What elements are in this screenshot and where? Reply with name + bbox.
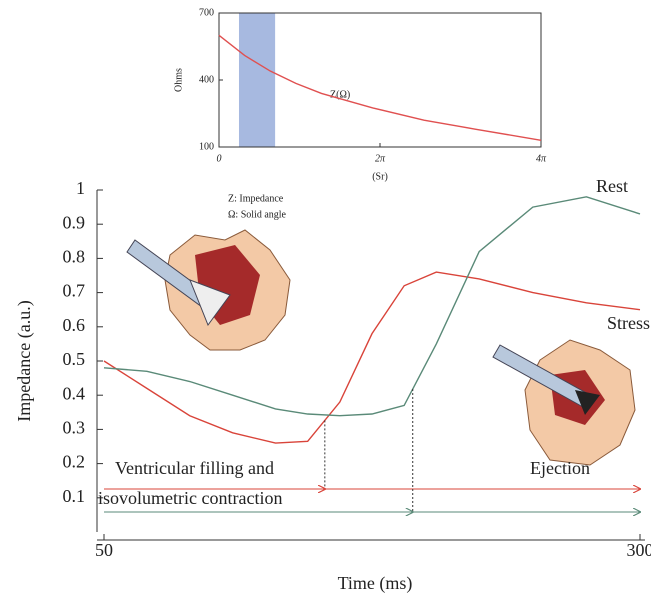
phase-label: Ventricular filling and	[115, 458, 274, 478]
chart-panel: 0.1 0.2 0.3 0.4 0.5 0.6 0.7 0.8 0.9 1 50 300 Impedan…	[14, 176, 651, 594]
series-label: Rest	[596, 176, 628, 196]
data-line	[103, 271, 641, 444]
heart-illustration	[492, 339, 636, 466]
y-axis-label: Ohms	[173, 68, 184, 92]
y-axis-label: Impedance (a.u.)	[14, 300, 35, 421]
y-tick-label: 100	[199, 141, 214, 152]
phase-label: Ejection	[530, 458, 590, 478]
x-tick-label: 4π	[536, 153, 547, 164]
x-tick-label: 0	[217, 153, 222, 164]
legend-note: Z: Impedance	[228, 193, 284, 204]
phase-label: isovolumetric contraction	[98, 488, 282, 508]
legend-note: Ω: Solid angle	[228, 209, 287, 220]
y-tick-label: 0.1	[63, 486, 86, 506]
x-axis-label: (Sr)	[372, 171, 388, 182]
y-tick-label: 700	[199, 7, 214, 18]
x-axis-label: Time (ms)	[338, 573, 413, 594]
y-tick-label: 0.8	[63, 247, 86, 267]
x-tick-label: 2π	[375, 153, 386, 164]
y-tick-label: 0.6	[63, 315, 86, 335]
data-line	[218, 34, 542, 141]
data-line	[103, 196, 641, 417]
y-tick-label: 0.9	[63, 212, 86, 232]
y-tick-label: 1	[76, 178, 85, 198]
y-tick-label: 0.7	[63, 281, 86, 301]
y-tick-label: 400	[199, 74, 214, 85]
y-tick-label: 0.3	[63, 418, 86, 438]
highlight-band	[238, 13, 276, 147]
x-tick-label: 50	[95, 540, 113, 560]
x-tick-label: 300	[627, 540, 651, 560]
series-label: Stress	[607, 313, 650, 333]
curve-label: Z(Ω)	[330, 89, 350, 100]
heart-illustration	[126, 229, 291, 351]
y-tick-label: 0.4	[63, 383, 86, 403]
y-tick-label: 0.2	[63, 452, 86, 472]
chart-panel: 100 400 700 0 2π 4π Ohms (Sr) Z(Ω)	[173, 7, 547, 182]
y-tick-label: 0.5	[63, 349, 86, 369]
